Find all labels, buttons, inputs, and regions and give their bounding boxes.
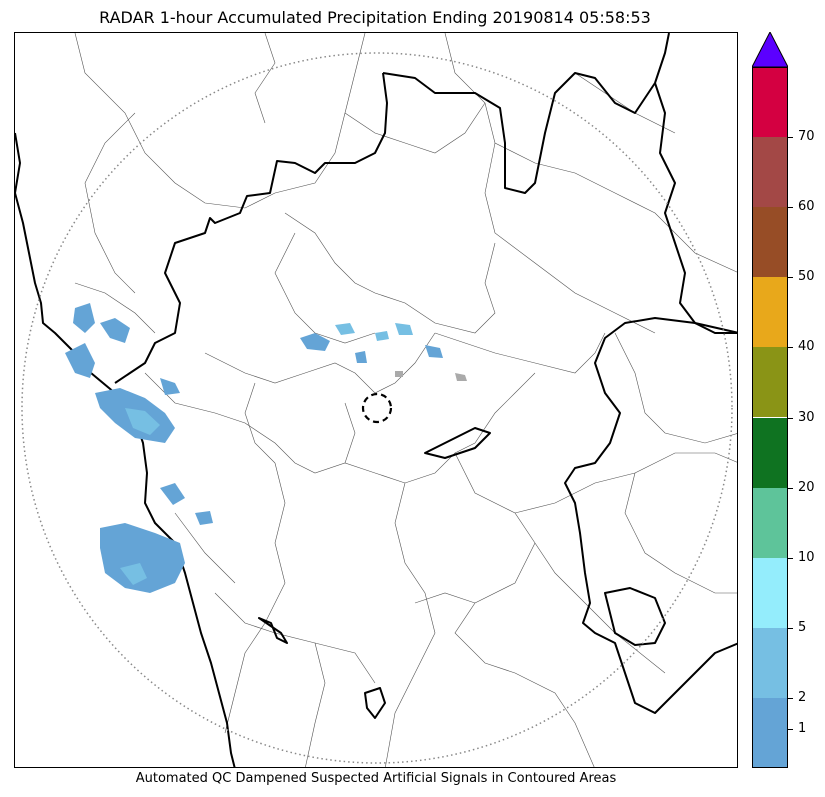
colorbar-tick [788,347,793,349]
colorbar-segment [752,347,788,418]
colorbar-segment [752,557,788,628]
colorbar-tick-label: 10 [798,549,815,565]
colorbar-tick [788,207,793,209]
colorbar: 1 2 5 10 20 30 40 50 60 70 [752,32,815,768]
colorbar-tick [788,137,793,139]
colorbar-segment [752,207,788,278]
colorbar-tick [788,557,793,559]
map-svg [15,33,737,767]
district-boundaries [74,33,737,767]
colorbar-segment [752,277,788,348]
colorbar-tick-label: 70 [798,129,815,145]
colorbar-extend-arrow [752,32,788,68]
colorbar-tick-label: 50 [798,269,815,285]
colorbar-tick [788,729,793,731]
colorbar-tick-label: 1 [798,721,807,737]
radar-site-marker [361,392,393,424]
chart-caption: Automated QC Dampened Suspected Artifici… [135,771,617,786]
colorbar-segment [752,137,788,208]
colorbar-segment [752,417,788,488]
colorbar-tick [788,627,793,629]
colorbar-tick-label: 40 [798,339,815,355]
precipitation-echoes [65,303,467,593]
colorbar-segment [752,627,788,698]
colorbar-tick [788,697,793,699]
colorbar-tick [788,277,793,279]
colorbar-tick-label: 5 [798,619,807,635]
chart-title: RADAR 1-hour Accumulated Precipitation E… [99,8,651,27]
colorbar-tick-label: 20 [798,479,815,495]
colorbar-tick-label: 30 [798,409,815,425]
colorbar-segment [752,67,788,138]
radar-range-ring [21,52,733,764]
colorbar-segment [752,487,788,558]
colorbar-segment [752,697,788,768]
colorbar-tick-label: 2 [798,689,807,705]
colorbar-tick-label: 60 [798,199,815,215]
colorbar-tick [788,417,793,419]
radar-map [14,32,738,768]
colorbar-tick [788,487,793,489]
